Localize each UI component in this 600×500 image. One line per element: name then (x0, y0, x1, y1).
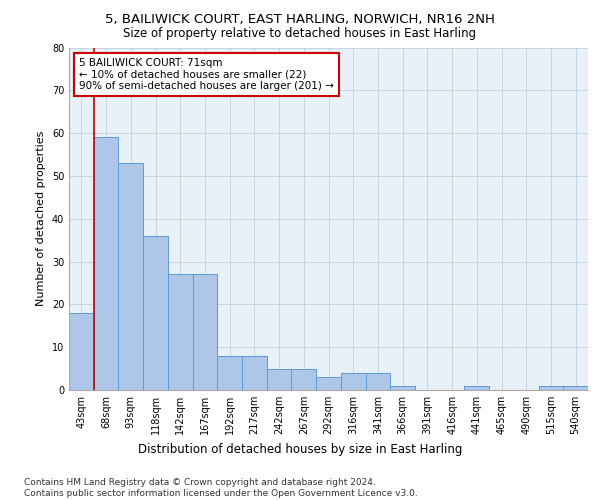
Bar (539, 386, 563, 390)
Y-axis label: Number of detached properties: Number of detached properties (36, 131, 46, 306)
Bar (390, 386, 415, 390)
Text: Distribution of detached houses by size in East Harling: Distribution of detached houses by size … (138, 442, 462, 456)
Bar (563, 386, 588, 390)
Text: Contains HM Land Registry data © Crown copyright and database right 2024.
Contai: Contains HM Land Registry data © Crown c… (24, 478, 418, 498)
Bar (193, 274, 217, 390)
Bar (292, 368, 316, 390)
Text: 5 BAILIWICK COURT: 71sqm
← 10% of detached houses are smaller (22)
90% of semi-d: 5 BAILIWICK COURT: 71sqm ← 10% of detach… (79, 58, 334, 91)
Bar (168, 274, 193, 390)
Bar (217, 356, 242, 390)
Text: Size of property relative to detached houses in East Harling: Size of property relative to detached ho… (124, 28, 476, 40)
Bar (143, 236, 168, 390)
Bar (267, 368, 292, 390)
Bar (365, 373, 390, 390)
Bar (118, 163, 143, 390)
Bar (316, 377, 341, 390)
Bar (94, 138, 118, 390)
Bar (464, 386, 489, 390)
Bar (242, 356, 267, 390)
Bar (69, 313, 94, 390)
Bar (341, 373, 365, 390)
Text: 5, BAILIWICK COURT, EAST HARLING, NORWICH, NR16 2NH: 5, BAILIWICK COURT, EAST HARLING, NORWIC… (105, 12, 495, 26)
